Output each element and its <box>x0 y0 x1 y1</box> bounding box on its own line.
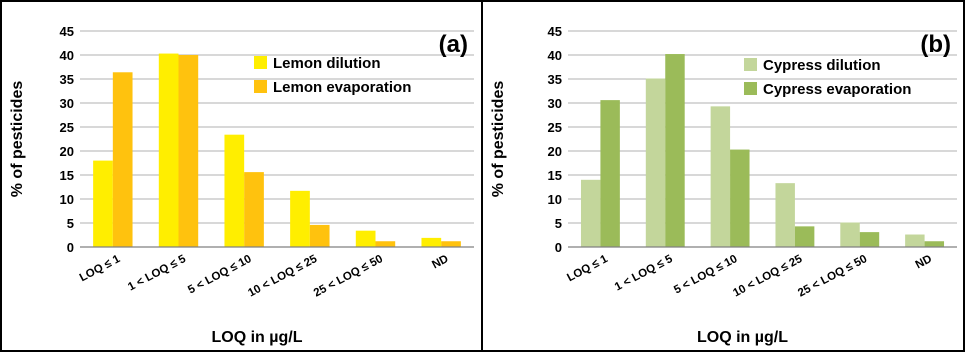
y-tick-label: 30 <box>60 96 74 111</box>
bar <box>924 241 945 247</box>
legend-swatch <box>254 56 267 69</box>
x-axis-title: LOQ in µg/L <box>697 329 788 346</box>
y-tick-label: 40 <box>60 48 74 63</box>
y-tick-label: 35 <box>548 72 562 87</box>
bar <box>859 232 880 247</box>
legend-label: Cypress dilution <box>763 57 881 74</box>
y-tick-label: 5 <box>67 216 74 231</box>
x-category-label: 1 < LOQ ≤ 5 <box>126 253 188 294</box>
y-tick-label: 20 <box>548 144 562 159</box>
bar <box>309 224 330 247</box>
bar <box>730 149 750 247</box>
panel-label: (b) <box>920 31 951 58</box>
bar <box>224 134 245 247</box>
bar <box>665 54 685 247</box>
y-tick-label: 10 <box>60 192 74 207</box>
bar <box>794 226 815 247</box>
bar <box>93 160 113 247</box>
y-tick-label: 35 <box>60 72 74 87</box>
y-tick-label: 25 <box>548 120 562 135</box>
y-tick-label: 40 <box>548 48 562 63</box>
bar <box>158 53 179 248</box>
x-category-label: 5 < LOQ ≤ 10 <box>186 253 253 296</box>
y-tick-label: 30 <box>548 96 562 111</box>
y-tick-label: 0 <box>555 240 562 255</box>
x-category-label: 25 < LOQ ≤ 50 <box>312 253 385 299</box>
bar <box>421 237 442 247</box>
bar <box>600 100 620 248</box>
y-tick-label: 25 <box>60 120 74 135</box>
x-category-label: ND <box>430 253 450 271</box>
y-tick-label: 0 <box>67 240 74 255</box>
y-tick-label: 45 <box>60 24 74 39</box>
legend-swatch <box>254 80 267 93</box>
x-category-label: 5 < LOQ ≤ 10 <box>672 253 739 296</box>
y-tick-label: 45 <box>548 24 562 39</box>
bar <box>375 241 396 247</box>
bar <box>290 190 310 247</box>
bar <box>645 78 666 248</box>
legend-swatch <box>744 82 757 95</box>
y-tick-label: 5 <box>555 216 562 231</box>
panel-label: (a) <box>439 31 468 58</box>
legend-label: Lemon dilution <box>273 55 380 72</box>
x-category-label: ND <box>914 253 934 271</box>
x-axis-title: LOQ in µg/L <box>212 329 303 346</box>
bar <box>775 183 795 247</box>
bar <box>710 106 731 247</box>
y-tick-label: 15 <box>60 168 74 183</box>
bar <box>580 179 601 247</box>
legend-swatch <box>744 58 757 71</box>
legend-label: Cypress evaporation <box>763 81 911 98</box>
legend-label: Lemon evaporation <box>273 79 411 96</box>
x-category-label: LOQ ≤ 1 <box>565 253 610 285</box>
bar <box>112 72 133 247</box>
y-tick-label: 15 <box>548 168 562 183</box>
x-category-label: LOQ ≤ 1 <box>78 253 123 285</box>
y-tick-label: 20 <box>60 144 74 159</box>
bar <box>905 234 925 247</box>
bar <box>244 172 264 247</box>
y-axis-title: % of pesticides <box>9 81 26 198</box>
x-category-label: 25 < LOQ ≤ 50 <box>796 253 869 299</box>
y-tick-label: 10 <box>548 192 562 207</box>
x-category-label: 1 < LOQ ≤ 5 <box>613 253 675 294</box>
x-category-label: 10 < LOQ ≤ 25 <box>246 253 320 300</box>
bar <box>840 222 860 247</box>
bar <box>441 241 461 247</box>
bar <box>178 55 199 247</box>
bar <box>355 230 376 247</box>
x-category-label: 10 < LOQ ≤ 25 <box>731 253 805 300</box>
y-axis-title: % of pesticides <box>490 81 507 198</box>
